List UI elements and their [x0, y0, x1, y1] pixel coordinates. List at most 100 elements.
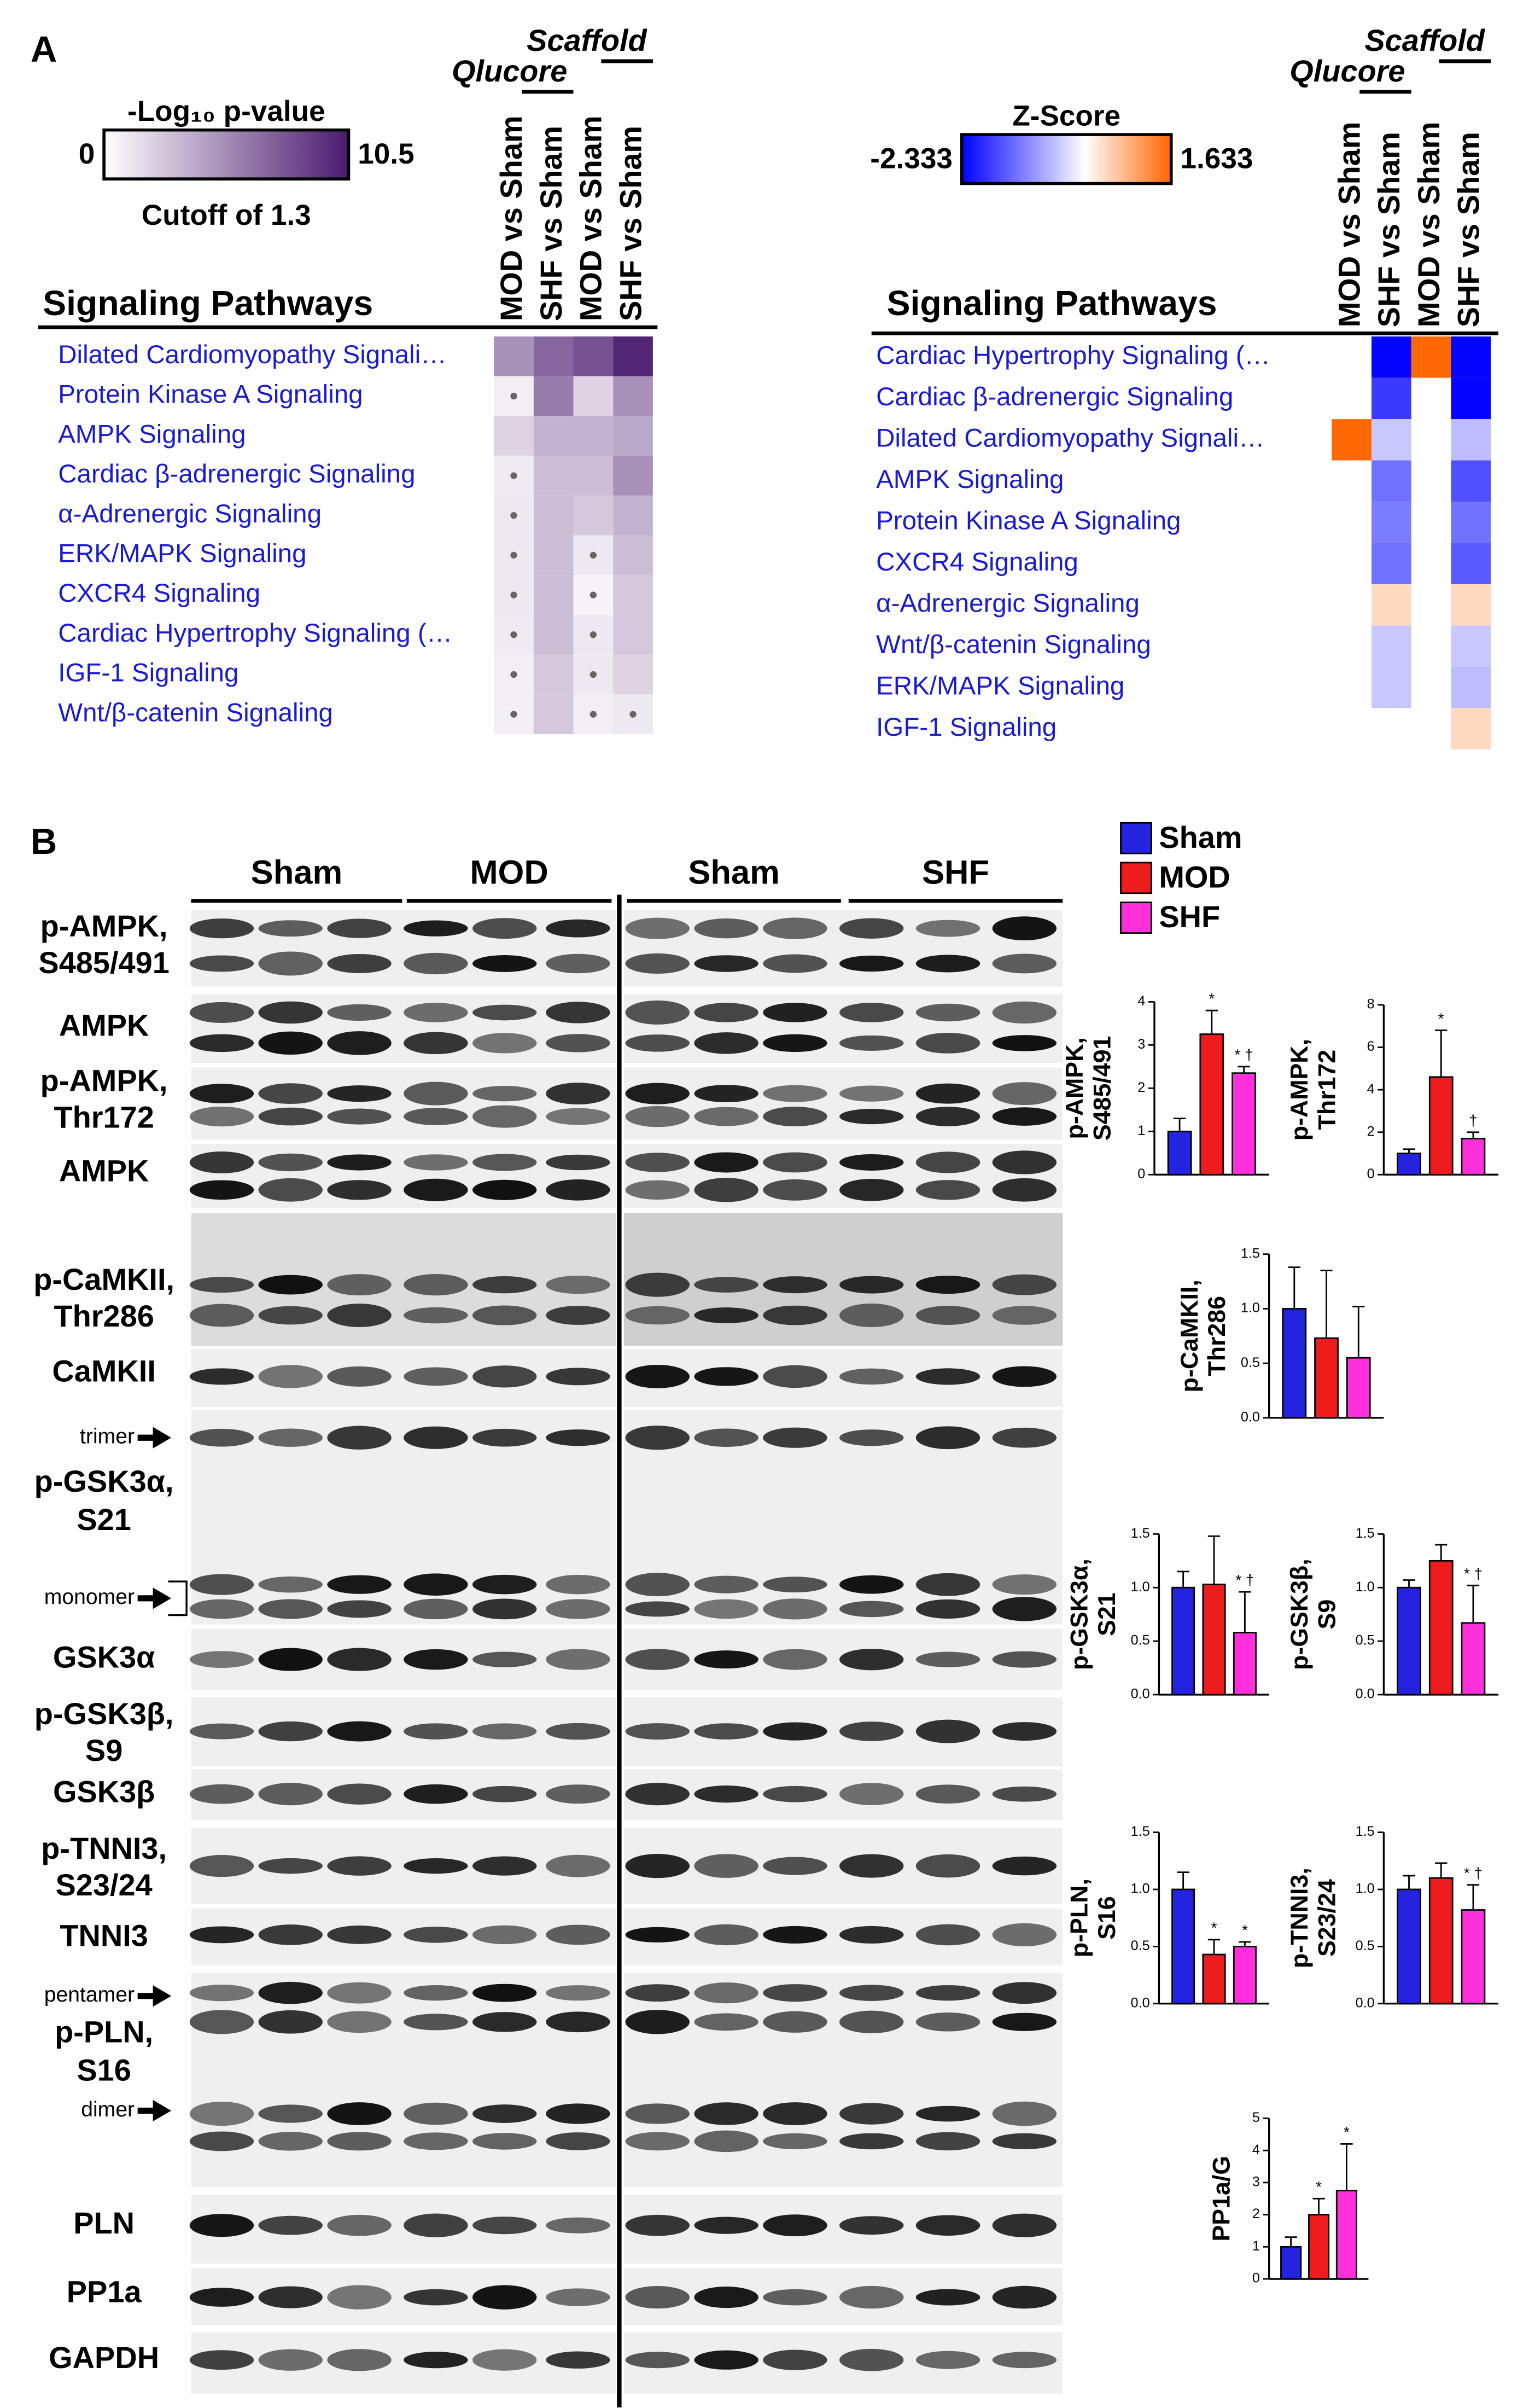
- blot-band: [694, 918, 758, 939]
- blot-band: [694, 1982, 758, 2004]
- blot-band: [404, 2102, 468, 2125]
- blot-band: [992, 1001, 1057, 1024]
- blot-band: [839, 1429, 904, 1446]
- blot-row-label: p-CaMKII,: [33, 1262, 174, 1296]
- blot-band: [992, 1651, 1057, 1668]
- pathway-label: ERK/MAPK Signaling: [58, 539, 306, 568]
- heatmap-cell: [533, 336, 574, 376]
- blot-band: [189, 1180, 254, 1200]
- blot-band: [915, 1784, 981, 1804]
- blot-band: [404, 1154, 468, 1171]
- blot-band: [625, 917, 690, 939]
- y-axis-label: Thr286: [1204, 1296, 1230, 1376]
- blot-band: [472, 918, 537, 939]
- blot-band: [258, 1083, 323, 1104]
- blot-band: [404, 1426, 468, 1449]
- blot-band: [839, 1783, 904, 1806]
- blot-band: [258, 1858, 323, 1874]
- heatmap-cell: [573, 336, 614, 376]
- blot-band: [258, 1648, 323, 1671]
- band-marker: monomer: [44, 1585, 135, 1609]
- blot-band: [625, 1272, 690, 1297]
- heatmap-cell: [613, 376, 653, 416]
- blot-band: [189, 2288, 254, 2307]
- blot-band: [992, 2133, 1057, 2150]
- blot-band: [189, 1277, 254, 1293]
- bar: [1199, 1033, 1224, 1176]
- blot-band: [258, 1275, 323, 1295]
- y-tick-label: 0.5: [1356, 1938, 1375, 1953]
- blot-row-label: S23/24: [56, 1868, 153, 1902]
- heatmap-cell: [573, 495, 614, 536]
- y-tick-label: 1.5: [1356, 1526, 1375, 1541]
- column-label: SHF vs Sham: [1451, 132, 1486, 327]
- heatmap-cell: [533, 495, 574, 536]
- blot-band: [763, 1034, 827, 1052]
- blot-band: [189, 1651, 254, 1668]
- blot-band: [404, 2352, 468, 2369]
- heatmap-cell: [1372, 502, 1411, 543]
- blot-band: [915, 1180, 981, 1200]
- blot-band: [327, 2011, 392, 2033]
- bar: [1202, 1953, 1226, 2005]
- blot-band: [472, 1925, 537, 1945]
- blot-band: [839, 1035, 904, 1051]
- blot-row-label: p-TNNI3,: [41, 1831, 167, 1865]
- y-tick-label: 1.0: [1131, 1579, 1150, 1595]
- blot-band: [992, 1856, 1057, 1876]
- bar: [1232, 1072, 1256, 1176]
- blot-band: [472, 2217, 537, 2235]
- blot-band: [694, 1854, 758, 1878]
- pathway-label: Dilated Cardiomyopathy Signali…: [876, 423, 1264, 452]
- blot-row-label: p-AMPK,: [40, 1063, 168, 1097]
- blot-band: [327, 1982, 392, 2004]
- blot-band: [404, 1598, 468, 1620]
- blot-band: [915, 2013, 981, 2032]
- heatmap-cell: [573, 416, 614, 456]
- blot-band: [839, 2348, 904, 2371]
- pathway-label: IGF-1 Signaling: [58, 659, 238, 688]
- blot-band: [546, 2217, 610, 2233]
- blot-band: [258, 1428, 323, 1447]
- pathway-label: CXCR4 Signaling: [876, 548, 1078, 577]
- y-tick-label: 4: [1252, 2142, 1260, 2157]
- marker-arrow: [137, 2099, 172, 2122]
- blot-band: [189, 1034, 254, 1052]
- blot-background: [191, 1067, 616, 1140]
- significance: * †: [1234, 1046, 1253, 1063]
- legend-swatch: [1120, 901, 1152, 934]
- blot-band: [258, 1365, 323, 1388]
- blot-band: [763, 1984, 827, 2002]
- blot-band: [992, 2285, 1057, 2309]
- blot-band: [763, 1179, 827, 1201]
- blot-band: [992, 1786, 1057, 1802]
- colorbar-max: 10.5: [358, 138, 414, 170]
- y-tick-label: 6: [1367, 1039, 1375, 1054]
- heatmap-cell: [1372, 419, 1411, 461]
- colorbar-min: -2.333: [870, 143, 953, 175]
- heatmap-cell: [533, 654, 574, 695]
- blot-band: [625, 1306, 690, 1325]
- heatmap-cell: [613, 495, 653, 536]
- blot-band: [763, 2011, 827, 2033]
- blot-band: [992, 1178, 1057, 1202]
- nonsignificant-dot: [510, 711, 517, 718]
- pathway-label: IGF-1 Signaling: [876, 713, 1057, 742]
- heatmap-cell: [613, 416, 653, 456]
- y-tick-label: 0: [1137, 1166, 1145, 1182]
- blot-band: [189, 1084, 254, 1103]
- heatmap-cell: [533, 416, 574, 456]
- y-axis-label: S9: [1314, 1599, 1341, 1630]
- blot-band: [839, 1179, 904, 1201]
- blot-band: [694, 1277, 758, 1293]
- blot-band: [694, 2130, 758, 2153]
- blot-band: [404, 1032, 468, 1055]
- blot-band: [472, 1154, 537, 1171]
- blot-band: [472, 1651, 537, 1667]
- y-axis-label: S16: [1094, 1896, 1121, 1940]
- blot-band: [546, 1276, 610, 1294]
- blot-band: [404, 1367, 468, 1386]
- blot-band: [258, 920, 323, 937]
